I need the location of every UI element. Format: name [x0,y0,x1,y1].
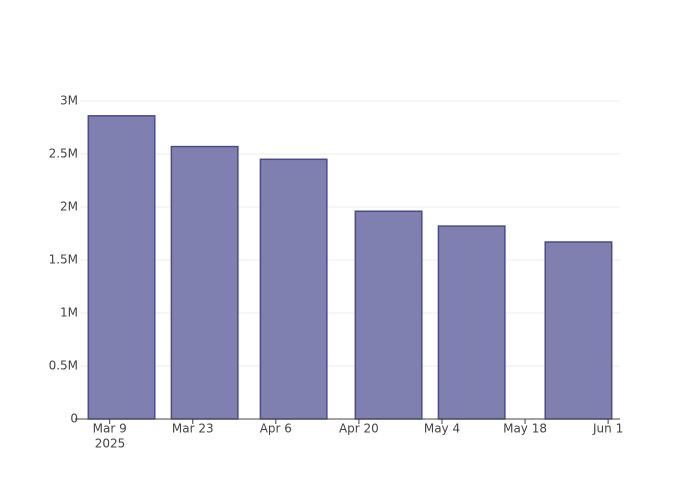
x-tick-label: Jun 1 [592,422,623,436]
x-tick-label: Apr 20 [339,422,379,436]
bar [170,145,239,420]
y-tick-label: 3M [60,94,78,108]
y-tick-label: 0 [70,412,78,426]
y-tick-label: 1.5M [49,253,78,267]
x-year-label: 2025 [95,437,126,451]
bar [437,225,506,420]
x-tick-label: Apr 6 [260,422,292,436]
bar [354,210,423,420]
x-tick-label: May 4 [424,422,460,436]
bar [87,115,156,420]
x-tick-label: Mar 23 [172,422,214,436]
y-tick-label: 2M [60,200,78,214]
x-tick-label: May 18 [503,422,547,436]
y-tick-label: 1M [60,306,78,320]
x-tick-label: Mar 9 [93,422,127,436]
bar [544,241,613,420]
y-tick-label: 0.5M [49,359,78,373]
bar [259,158,328,420]
y-tick-label: 2.5M [49,147,78,161]
